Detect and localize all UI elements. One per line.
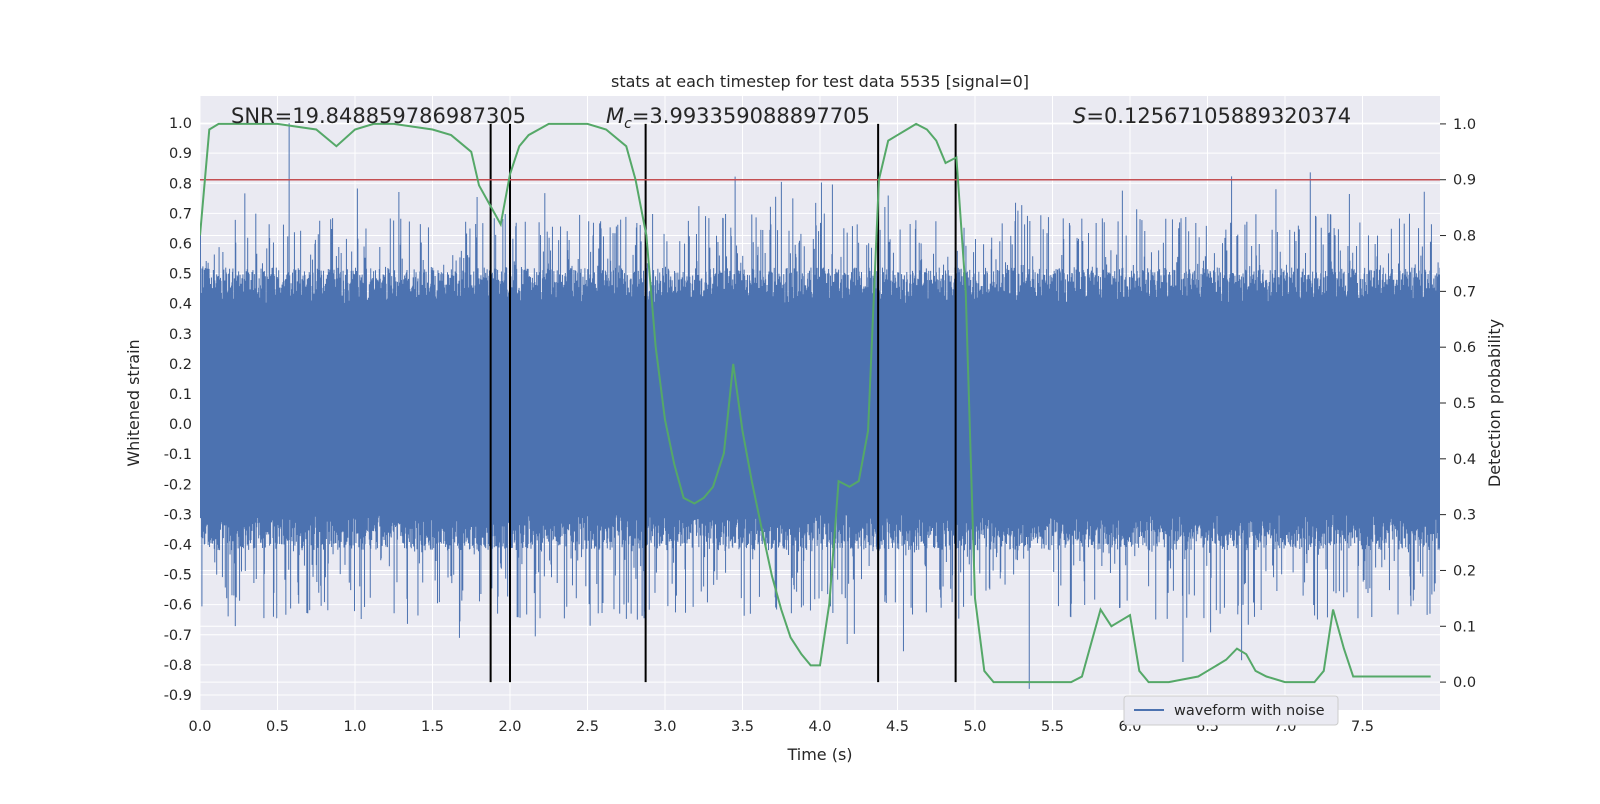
chirp-mass-symbol: M bbox=[606, 104, 624, 128]
x-tick-label: 5.0 bbox=[963, 719, 986, 735]
detection-probability-line bbox=[200, 122, 1431, 684]
x-tick-label: 4.0 bbox=[808, 719, 831, 735]
waveform-with-noise-line bbox=[200, 123, 1440, 689]
waveform-noise-layer bbox=[200, 123, 1440, 689]
y-left-tick-label: -0.3 bbox=[164, 507, 192, 523]
tick-layer: 0.0 0.5 1.0 1.5 2.0 2.5 3.0 3.5 4.0 4.5 5.0 5.5 6.0 6… bbox=[164, 116, 1476, 735]
y-right-tick-label: 0.4 bbox=[1453, 452, 1476, 468]
y-right-tick-label: 0.8 bbox=[1453, 229, 1476, 245]
y-right-tick-label: 0.0 bbox=[1453, 675, 1476, 691]
y-right-tick-label: 0.2 bbox=[1453, 563, 1476, 579]
probability-layer bbox=[200, 122, 1431, 684]
y-right-tick-label: 0.5 bbox=[1453, 396, 1476, 412]
chirp-mass-value: =3.993359088897705 bbox=[632, 104, 870, 128]
y-left-tick-label: 0.8 bbox=[169, 176, 192, 192]
x-tick-label: 2.0 bbox=[498, 719, 521, 735]
y-left-tick-label: 0.6 bbox=[169, 236, 192, 252]
y-right-tick-label: 0.1 bbox=[1453, 619, 1476, 635]
y-left-tick-label: 0.0 bbox=[169, 417, 192, 433]
y-right-tick-label: 0.7 bbox=[1453, 284, 1476, 300]
chart-title: stats at each timestep for test data 553… bbox=[611, 72, 1029, 91]
x-tick-label: 2.5 bbox=[576, 719, 599, 735]
x-tick-label: 0.5 bbox=[266, 719, 289, 735]
y-left-tick-label: 0.1 bbox=[169, 387, 192, 403]
vertical-marker-layer bbox=[489, 123, 957, 683]
snr-annotation: SNR=19.848859786987305 bbox=[231, 104, 526, 128]
y-right-tick-label: 0.9 bbox=[1453, 173, 1476, 189]
y-left-tick-label: 0.2 bbox=[169, 357, 192, 373]
y-left-tick-label: 0.3 bbox=[169, 327, 192, 343]
x-tick-label: 1.0 bbox=[343, 719, 366, 735]
x-tick-label: 1.5 bbox=[421, 719, 444, 735]
y-left-tick-label: 0.7 bbox=[169, 206, 192, 222]
score-annotation: S=0.12567105889320374 bbox=[1073, 104, 1351, 128]
y-left-tick-label: -0.8 bbox=[164, 658, 192, 674]
y-right-tick-label: 0.3 bbox=[1453, 508, 1476, 524]
y-left-tick-label: 1.0 bbox=[169, 116, 192, 132]
y-axis-label-right: Detection probability bbox=[1485, 319, 1504, 487]
y-left-tick-label: -0.1 bbox=[164, 447, 192, 463]
score-symbol: S bbox=[1073, 104, 1086, 128]
x-tick-label: 3.0 bbox=[653, 719, 676, 735]
legend-label: waveform with noise bbox=[1174, 703, 1325, 719]
x-axis-label: Time (s) bbox=[786, 745, 852, 764]
chirp-mass-annotation: Mc=3.993359088897705 bbox=[606, 104, 870, 132]
y-right-tick-label: 0.6 bbox=[1453, 340, 1476, 356]
legend-box bbox=[1123, 695, 1339, 726]
y-left-tick-label: -0.9 bbox=[164, 688, 192, 704]
y-right-tick-label: 1.0 bbox=[1453, 117, 1476, 133]
y-left-tick-label: 0.9 bbox=[169, 146, 192, 162]
y-left-tick-label: -0.7 bbox=[164, 628, 192, 644]
y-left-tick-label: 0.4 bbox=[169, 297, 192, 313]
y-left-tick-label: -0.2 bbox=[164, 477, 192, 493]
x-tick-label: 0.0 bbox=[188, 719, 211, 735]
y-left-tick-label: -0.4 bbox=[164, 537, 192, 553]
legend: waveform with noise bbox=[1123, 695, 1339, 726]
y-left-tick-label: 0.5 bbox=[169, 267, 192, 283]
chirp-mass-subscript: c bbox=[624, 116, 632, 132]
y-left-tick-label: -0.5 bbox=[164, 568, 192, 584]
score-value: =0.12567105889320374 bbox=[1086, 104, 1351, 128]
x-tick-label: 7.5 bbox=[1351, 719, 1374, 735]
x-tick-label: 4.5 bbox=[886, 719, 909, 735]
y-axis-label-left: Whitened strain bbox=[124, 339, 143, 466]
y-left-tick-label: -0.6 bbox=[164, 598, 192, 614]
x-tick-label: 5.5 bbox=[1041, 719, 1064, 735]
x-tick-label: 3.5 bbox=[731, 719, 754, 735]
